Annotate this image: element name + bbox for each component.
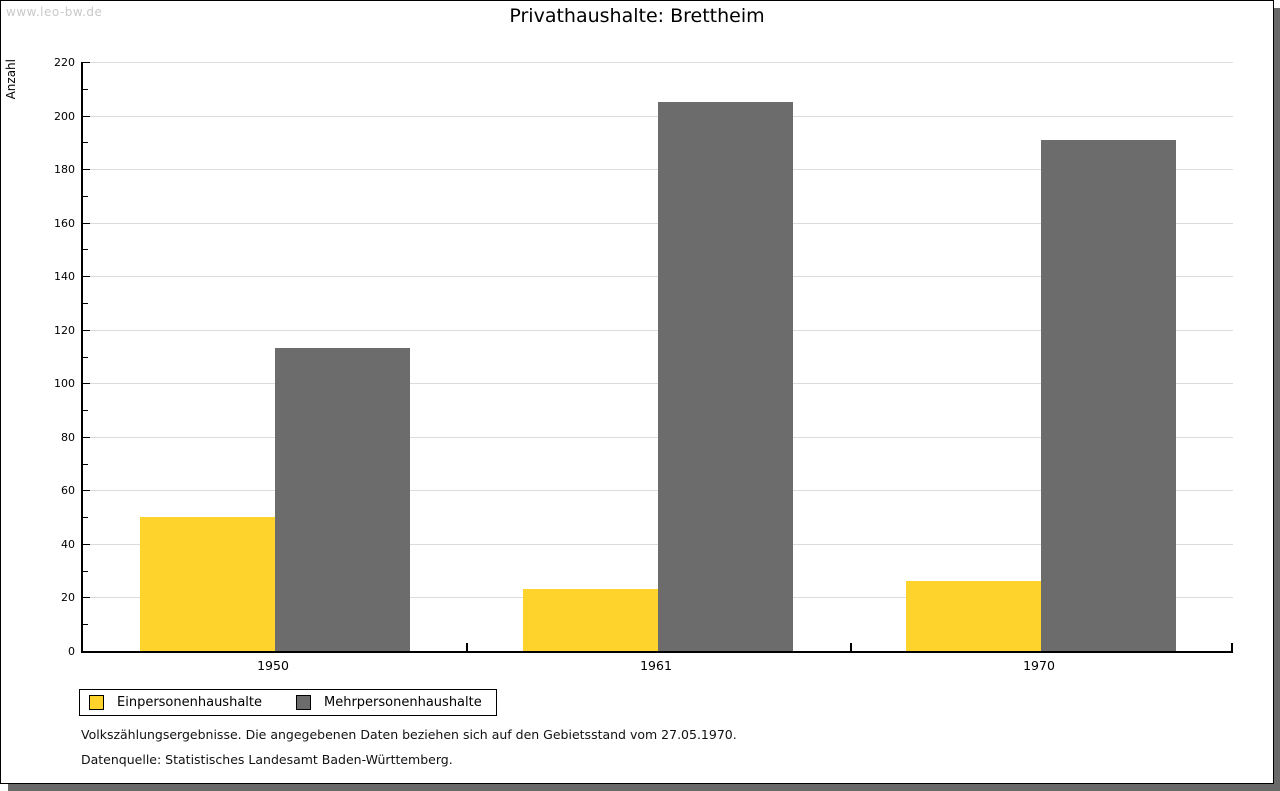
y-tick-label-20: 20	[61, 591, 75, 604]
x-axis-boundary-tick	[850, 643, 852, 651]
y-minor-tick-110	[83, 357, 88, 358]
y-minor-tick-170	[83, 196, 88, 197]
x-axis-tick-labels: 1950 1961 1970	[81, 658, 1231, 676]
y-minor-tick-70	[83, 464, 88, 465]
legend-swatch-icon	[89, 695, 104, 710]
y-tick-label-0: 0	[68, 645, 75, 658]
y-minor-tick-90	[83, 410, 88, 411]
y-major-tick-60	[83, 490, 90, 491]
y-major-tick-40	[83, 544, 90, 545]
watermark: www.leo-bw.de	[6, 5, 103, 19]
chart-title: Privathaushalte: Brettheim	[509, 5, 765, 27]
y-minor-tick-30	[83, 571, 88, 572]
bar-einpersonenhaushalte-1970	[906, 581, 1041, 651]
legend-swatch-icon	[296, 695, 311, 710]
y-tick-label-120: 120	[54, 324, 75, 337]
y-minor-tick-210	[83, 89, 88, 90]
y-minor-tick-130	[83, 303, 88, 304]
footnote-census-note: Volkszählungsergebnisse. Die angegebenen…	[81, 727, 737, 742]
y-minor-tick-190	[83, 142, 88, 143]
y-major-tick-20	[83, 597, 90, 598]
bar-mehrpersonenhaushalte-1950	[275, 348, 410, 651]
x-axis-end-tick	[1231, 643, 1233, 651]
legend-label: Einpersonenhaushalte	[117, 695, 262, 710]
y-tick-label-180: 180	[54, 163, 75, 176]
y-major-tick-180	[83, 169, 90, 170]
bar-einpersonenhaushalte-1950	[140, 517, 275, 651]
bar-mehrpersonenhaushalte-1970	[1041, 140, 1176, 651]
y-tick-label-40: 40	[61, 538, 75, 551]
x-tick-label-1961: 1961	[640, 658, 672, 673]
y-major-tick-80	[83, 437, 90, 438]
frame-shadow-right	[1274, 8, 1280, 791]
legend-label: Mehrpersonenhaushalte	[324, 695, 482, 710]
y-minor-tick-150	[83, 249, 88, 250]
y-tick-label-100: 100	[54, 377, 75, 390]
y-tick-label-80: 80	[61, 431, 75, 444]
bar-mehrpersonenhaushalte-1961	[658, 102, 793, 651]
y-minor-tick-10	[83, 624, 88, 625]
gridline-y-220	[83, 62, 1233, 63]
y-tick-label-140: 140	[54, 270, 75, 283]
y-tick-label-160: 160	[54, 217, 75, 230]
legend: Einpersonenhaushalte Mehrpersonenhaushalt…	[79, 689, 497, 716]
x-axis-boundary-tick	[466, 643, 468, 651]
y-tick-label-220: 220	[54, 56, 75, 69]
y-minor-tick-50	[83, 517, 88, 518]
x-tick-label-1970: 1970	[1023, 658, 1055, 673]
footnote-data-source: Datenquelle: Statistisches Landesamt Bad…	[81, 752, 453, 767]
y-tick-label-60: 60	[61, 484, 75, 497]
legend-item-einpersonenhaushalte: Einpersonenhaushalte	[89, 695, 262, 710]
y-major-tick-220	[83, 62, 90, 63]
y-major-tick-200	[83, 116, 90, 117]
legend-item-mehrpersonenhaushalte: Mehrpersonenhaushalte	[296, 695, 482, 710]
y-tick-label-200: 200	[54, 110, 75, 123]
y-major-tick-140	[83, 276, 90, 277]
x-tick-label-1950: 1950	[257, 658, 289, 673]
frame-shadow-bottom	[8, 784, 1280, 791]
bar-einpersonenhaushalte-1961	[523, 589, 658, 651]
plot-area	[81, 62, 1233, 653]
y-axis-tick-labels: 0 20 40 60 80 100 120 140 160 180 200 220	[1, 56, 75, 658]
y-major-tick-160	[83, 223, 90, 224]
y-major-tick-120	[83, 330, 90, 331]
y-major-tick-100	[83, 383, 90, 384]
